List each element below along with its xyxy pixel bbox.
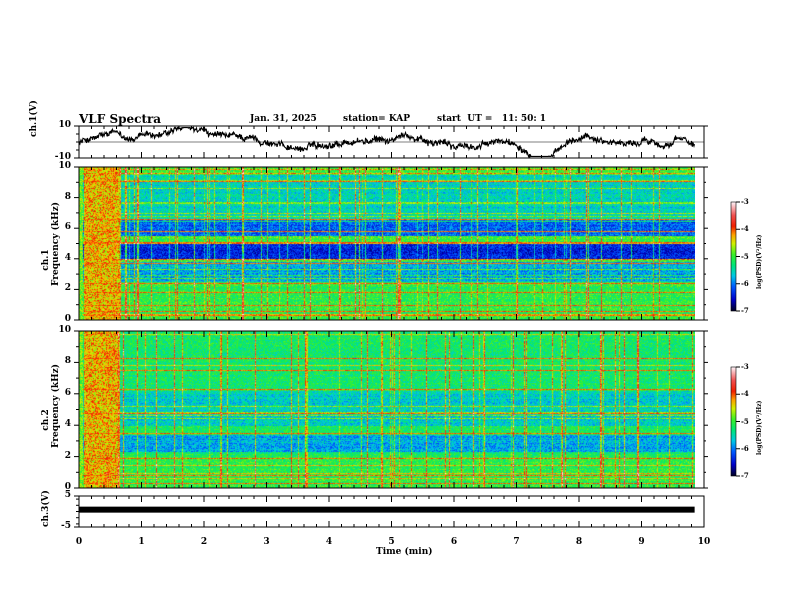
ch2-colorbar-tick-label: -5 — [741, 416, 749, 426]
ch1-waveform-line — [78, 126, 696, 159]
ch2-spectrogram-ytick-label: 4 — [64, 419, 71, 430]
x-tick-label: 5 — [388, 537, 395, 547]
ch1-colorbar-tick-label: -6 — [741, 278, 749, 288]
ch2-colorbar-label: log(PSD)(V²/Hz) — [756, 400, 763, 455]
ch2-colorbar-tick-label: -7 — [741, 471, 749, 480]
ch1-colorbar-label: log(PSD)(V²/Hz) — [756, 234, 763, 289]
ch1-waveform-ytick-label: 10 — [58, 120, 71, 130]
start-time-label: start UT = 11: 50: 1 — [437, 114, 547, 124]
ch1-spectrogram-image — [79, 167, 695, 320]
x-tick-label: 9 — [638, 537, 645, 547]
x-axis-label: Time (min) — [376, 547, 433, 557]
ch1-colorbar-tick-label: -4 — [741, 224, 749, 234]
x-tick-label: 7 — [513, 537, 520, 547]
x-tick-label: 8 — [575, 537, 583, 547]
x-tick-label: 0 — [75, 537, 83, 547]
x-tick-label: 4 — [325, 537, 333, 547]
ch1-spectrogram-ytick-label: 0 — [64, 314, 71, 324]
x-tick-label: 10 — [697, 537, 711, 547]
x-tick-label: 1 — [138, 537, 145, 547]
ch2-colorbar-tick-label: -3 — [741, 362, 749, 371]
x-tick-label: 6 — [450, 537, 458, 547]
ch3-waveform-frame — [78, 495, 705, 528]
ch1-colorbar-frame — [730, 201, 737, 312]
ch1-spectrogram-ytick-label: 6 — [64, 222, 71, 233]
ch1-spectrogram-ylabel-2: Frequency (kHz) — [51, 201, 61, 287]
station-label: station= KAP — [343, 114, 411, 124]
ch1-waveform-frame — [78, 125, 705, 159]
ch2-colorbar — [731, 367, 736, 476]
x-tick-label: 2 — [200, 537, 208, 547]
x-tick-label: 3 — [263, 537, 270, 547]
ch2-colorbar-tick-label: -4 — [741, 389, 749, 399]
ch1-spectrogram-ytick-label: 2 — [64, 283, 71, 294]
ch1-spectrogram-ytick-label: 10 — [58, 161, 71, 171]
ch1-colorbar-tick-label: -7 — [741, 306, 749, 315]
ch2-spectrogram-ytick-label: 8 — [64, 356, 71, 367]
ch2-spectrogram-frame — [78, 330, 705, 489]
ch1-spectrogram-ylabel-1: ch.1 — [41, 249, 51, 271]
ch1-spectrogram-frame — [78, 166, 705, 321]
ch3-waveform-ytick-label: 5 — [64, 490, 71, 500]
ch2-spectrogram-ytick-label: 6 — [64, 387, 71, 398]
ch3-waveform-line — [79, 506, 695, 513]
ch2-spectrogram-ylabel-2: Frequency (kHz) — [51, 363, 61, 449]
ch2-colorbar-tick-label: -6 — [741, 443, 749, 453]
ch1-colorbar-tick-label: -5 — [741, 251, 749, 261]
ch1-waveform-ylabel: ch.1(V) — [29, 100, 39, 137]
date-label: Jan. 31, 2025 — [250, 114, 317, 124]
chart-title: VLF Spectra — [79, 112, 162, 126]
ch1-waveform-ytick-label: -10 — [54, 152, 71, 162]
ch2-spectrogram-ylabel-1: ch.2 — [41, 409, 51, 431]
ch1-colorbar-tick-label: -3 — [741, 197, 749, 206]
ch1-colorbar — [731, 202, 736, 311]
ch2-colorbar-frame — [730, 366, 737, 477]
ch3-waveform-ylabel: ch.3(V) — [41, 490, 51, 527]
ch2-spectrogram-ytick-label: 0 — [64, 482, 71, 492]
ch2-spectrogram-ytick-label: 2 — [64, 450, 71, 461]
ch2-spectrogram-ytick-label: 10 — [58, 325, 71, 335]
ch3-waveform-ytick-label: -5 — [61, 521, 71, 531]
ch1-spectrogram-ytick-label: 4 — [64, 252, 71, 263]
ch2-spectrogram-image — [79, 331, 695, 488]
ch1-spectrogram-ytick-label: 8 — [64, 191, 71, 202]
